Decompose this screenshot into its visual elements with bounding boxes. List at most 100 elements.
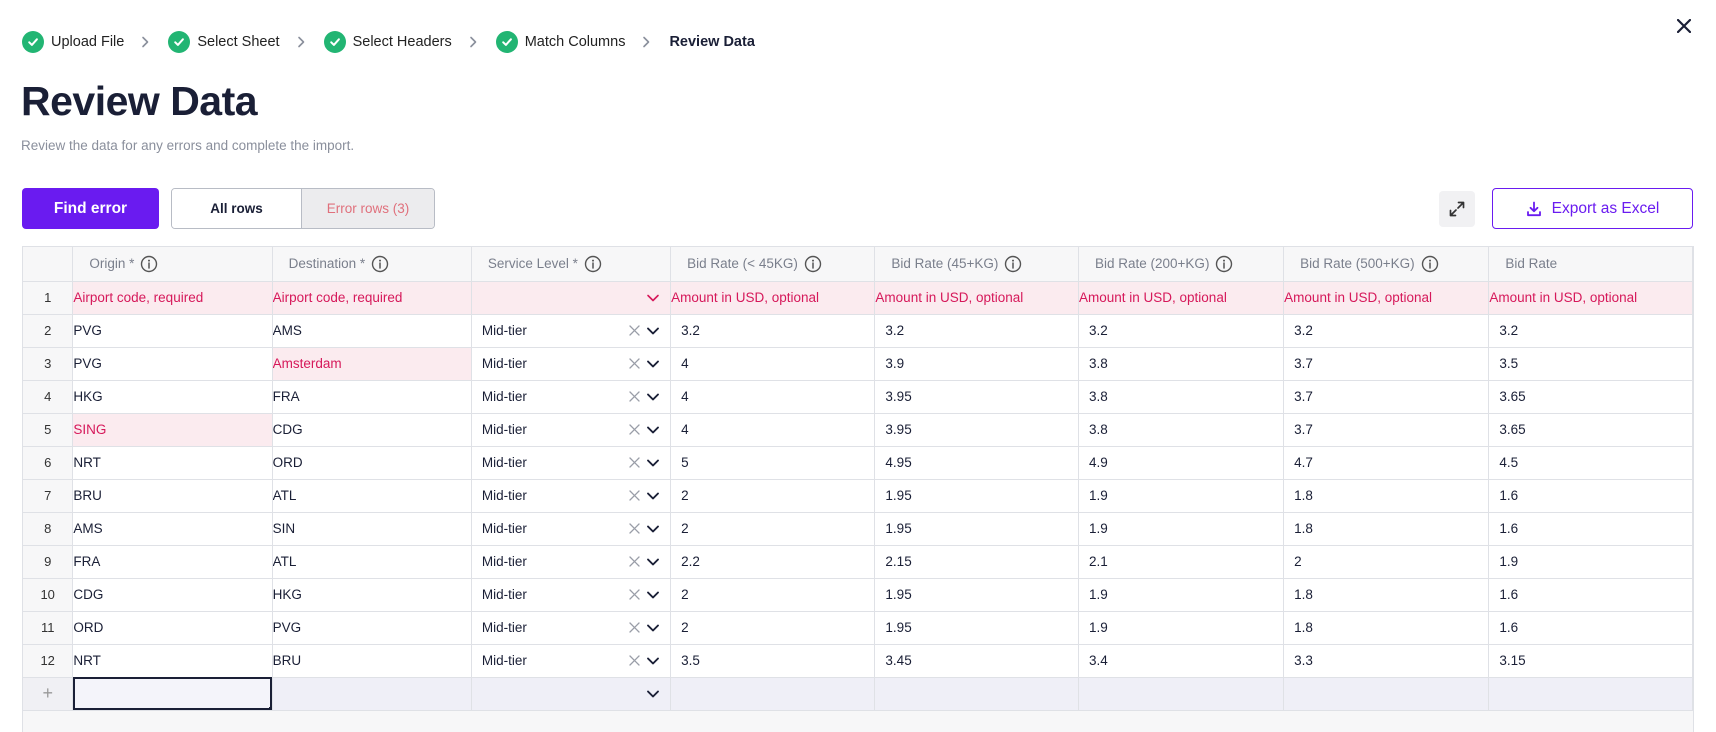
destination-cell[interactable]: HKG — [272, 578, 472, 612]
bid-rate-cell[interactable]: 1.9 — [1488, 545, 1693, 579]
chevron-down-icon[interactable] — [646, 689, 660, 699]
bid-rate-cell[interactable]: 3.95 — [874, 380, 1079, 414]
bid-rate-cell[interactable]: 3.7 — [1283, 347, 1490, 381]
service-level-cell[interactable]: Mid-tier — [471, 413, 672, 447]
destination-cell[interactable]: AMS — [272, 314, 472, 348]
clear-x-icon[interactable] — [629, 325, 640, 336]
bid-rate-cell[interactable]: 3.9 — [874, 347, 1079, 381]
expand-button[interactable] — [1439, 191, 1475, 227]
clear-x-icon[interactable] — [629, 457, 640, 468]
origin-cell[interactable]: HKG — [72, 380, 273, 414]
chevron-down-icon[interactable] — [646, 590, 660, 600]
bid-rate-cell[interactable]: 3.2 — [1488, 314, 1693, 348]
chevron-down-icon[interactable] — [646, 557, 660, 567]
origin-cell[interactable]: PVG — [72, 314, 273, 348]
column-header[interactable]: Bid Rate (200+KG) — [1078, 247, 1285, 282]
service-level-cell[interactable]: Mid-tier — [471, 578, 672, 612]
clear-x-icon[interactable] — [629, 556, 640, 567]
origin-cell[interactable]: PVG — [72, 347, 273, 381]
bid-rate-cell[interactable]: 1.6 — [1488, 611, 1693, 645]
clear-x-icon[interactable] — [629, 391, 640, 402]
service-level-cell[interactable]: Mid-tier — [471, 545, 672, 579]
bid-rate-cell[interactable]: 1.95 — [874, 578, 1079, 612]
hint-cell[interactable]: Amount in USD, optional — [1488, 281, 1693, 315]
bid-rate-cell[interactable]: 3.2 — [670, 314, 876, 348]
clear-x-icon[interactable] — [629, 358, 640, 369]
hint-cell[interactable]: Amount in USD, optional — [670, 281, 876, 315]
bid-rate-cell[interactable]: 3.8 — [1078, 413, 1285, 447]
find-error-button[interactable]: Find error — [22, 188, 159, 229]
origin-cell[interactable]: AMS — [72, 512, 273, 546]
service-level-cell[interactable]: Mid-tier — [471, 644, 672, 678]
bid-rate-cell[interactable]: 3.7 — [1283, 413, 1490, 447]
chevron-down-icon[interactable] — [646, 359, 660, 369]
bid-rate-cell[interactable]: 4 — [670, 413, 876, 447]
hint-cell[interactable]: Airport code, required — [272, 281, 472, 315]
bid-rate-cell[interactable]: 1.95 — [874, 479, 1079, 513]
bid-rate-cell[interactable]: 1.8 — [1283, 512, 1490, 546]
service-level-cell[interactable]: Mid-tier — [471, 314, 672, 348]
export-excel-button[interactable]: Export as Excel — [1492, 188, 1693, 229]
info-icon[interactable] — [1421, 255, 1439, 273]
origin-cell[interactable]: NRT — [72, 446, 273, 480]
info-icon[interactable] — [804, 255, 822, 273]
chevron-down-icon[interactable] — [646, 623, 660, 633]
new-row-cell[interactable] — [272, 677, 472, 711]
column-header[interactable]: Bid Rate (500+KG) — [1283, 247, 1490, 282]
destination-cell[interactable]: ORD — [272, 446, 472, 480]
bid-rate-cell[interactable]: 4.7 — [1283, 446, 1490, 480]
bid-rate-cell[interactable]: 3.65 — [1488, 413, 1693, 447]
new-row-cell[interactable] — [72, 677, 273, 711]
bid-rate-cell[interactable]: 1.95 — [874, 512, 1079, 546]
bid-rate-cell[interactable]: 2.15 — [874, 545, 1079, 579]
close-button[interactable] — [1674, 16, 1694, 36]
new-row-cell[interactable] — [1283, 677, 1490, 711]
bid-rate-cell[interactable]: 3.3 — [1283, 644, 1490, 678]
service-level-cell[interactable]: Mid-tier — [471, 611, 672, 645]
bid-rate-cell[interactable]: 1.8 — [1283, 611, 1490, 645]
error-rows-button[interactable]: Error rows (3) — [302, 189, 434, 228]
chevron-down-icon[interactable] — [646, 524, 660, 534]
info-icon[interactable] — [140, 255, 158, 273]
bid-rate-cell[interactable]: 2 — [670, 512, 876, 546]
hint-cell[interactable] — [471, 281, 672, 315]
bid-rate-cell[interactable]: 1.9 — [1078, 512, 1285, 546]
info-icon[interactable] — [1004, 255, 1022, 273]
clear-x-icon[interactable] — [629, 655, 640, 666]
column-header[interactable]: Bid Rate (< 45KG) — [670, 247, 876, 282]
info-icon[interactable] — [1215, 255, 1233, 273]
new-row-cell[interactable] — [874, 677, 1079, 711]
destination-cell[interactable]: Amsterdam — [272, 347, 472, 381]
service-level-cell[interactable]: Mid-tier — [471, 380, 672, 414]
service-level-cell[interactable]: Mid-tier — [471, 479, 672, 513]
info-icon[interactable] — [584, 255, 602, 273]
column-header[interactable]: Destination * — [272, 247, 472, 282]
chevron-down-icon[interactable] — [646, 326, 660, 336]
bid-rate-cell[interactable]: 1.95 — [874, 611, 1079, 645]
clear-x-icon[interactable] — [629, 490, 640, 501]
clear-x-icon[interactable] — [629, 424, 640, 435]
bid-rate-cell[interactable]: 2.2 — [670, 545, 876, 579]
bid-rate-cell[interactable]: 3.2 — [874, 314, 1079, 348]
bid-rate-cell[interactable]: 4.9 — [1078, 446, 1285, 480]
bid-rate-cell[interactable]: 1.8 — [1283, 578, 1490, 612]
bid-rate-cell[interactable]: 4 — [670, 380, 876, 414]
all-rows-button[interactable]: All rows — [172, 189, 302, 228]
column-header[interactable]: Bid Rate — [1488, 247, 1693, 282]
column-header[interactable]: Service Level * — [471, 247, 672, 282]
bid-rate-cell[interactable]: 1.9 — [1078, 611, 1285, 645]
destination-cell[interactable]: CDG — [272, 413, 472, 447]
destination-cell[interactable]: FRA — [272, 380, 472, 414]
new-row-cell[interactable] — [1488, 677, 1693, 711]
bid-rate-cell[interactable]: 1.8 — [1283, 479, 1490, 513]
hint-cell[interactable]: Airport code, required — [72, 281, 273, 315]
chevron-down-icon[interactable] — [646, 293, 660, 303]
destination-cell[interactable]: ATL — [272, 545, 472, 579]
origin-cell[interactable]: FRA — [72, 545, 273, 579]
bid-rate-cell[interactable]: 1.6 — [1488, 479, 1693, 513]
add-row-button[interactable]: + — [23, 677, 74, 711]
origin-cell[interactable]: CDG — [72, 578, 273, 612]
chevron-down-icon[interactable] — [646, 656, 660, 666]
bid-rate-cell[interactable]: 3.7 — [1283, 380, 1490, 414]
new-row-cell[interactable] — [1078, 677, 1285, 711]
